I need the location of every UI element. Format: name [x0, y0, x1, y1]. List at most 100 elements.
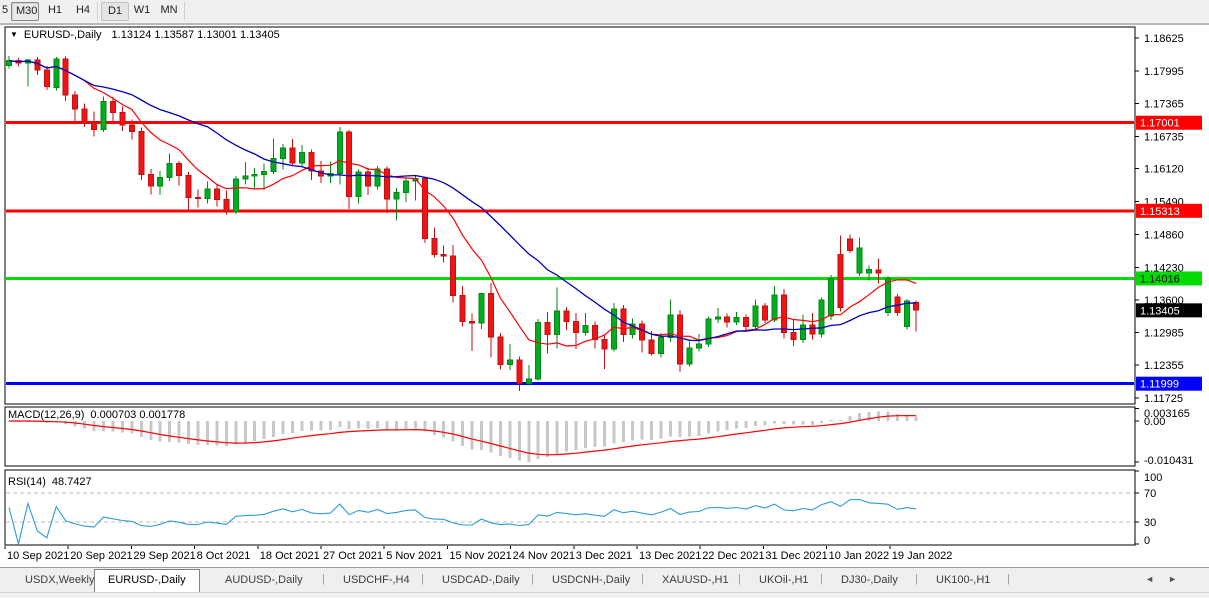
timeframe-button-w1[interactable]: W1	[133, 4, 151, 16]
tab-separator: |	[322, 573, 325, 585]
candle-body	[204, 188, 211, 199]
macd-histogram-bar	[905, 415, 909, 421]
rsi-tick-label: 70	[1144, 488, 1156, 500]
macd-histogram-bar	[820, 421, 824, 423]
candle-body	[43, 69, 50, 87]
tab-usdcad-daily[interactable]: USDCAD-,Daily	[442, 574, 520, 586]
candle-body	[308, 152, 315, 172]
date-label: 22 Dec 2021	[702, 550, 764, 562]
tab-scroll-arrows[interactable]: ◄►	[1145, 574, 1191, 584]
macd-histogram-bar	[527, 421, 531, 462]
tab-xauusd-h1[interactable]: XAUUSD-,H1	[662, 574, 729, 586]
macd-signal-line	[9, 414, 917, 456]
candle-body	[658, 337, 665, 354]
candle-body	[81, 108, 88, 123]
macd-histogram-bar	[716, 421, 720, 432]
tab-separator: |	[641, 573, 644, 585]
macd-histogram-bar	[102, 421, 105, 431]
price-tick-label: 1.12355	[1144, 360, 1184, 372]
macd-histogram-bar	[858, 413, 861, 421]
macd-histogram-bar	[470, 421, 474, 450]
candle-body	[289, 147, 296, 164]
ma-fast-line	[8, 60, 917, 347]
tab-eurusd-daily[interactable]: EURUSD-,Daily	[94, 569, 200, 592]
price-badge	[1136, 303, 1202, 318]
macd-tick-label: 0.00	[1144, 416, 1165, 428]
price-tick-label: 1.14230	[1144, 262, 1184, 274]
candle-body	[733, 316, 740, 323]
macd-histogram-bar	[291, 421, 294, 433]
date-label: 15 Nov 2021	[449, 550, 511, 562]
tab-separator: |	[421, 573, 424, 585]
macd-histogram-bar	[772, 421, 776, 424]
candle-body	[365, 171, 372, 187]
macd-histogram-bar	[187, 421, 191, 445]
macd-histogram-bar	[272, 421, 276, 437]
price-badge-label: 1.17001	[1140, 118, 1180, 130]
price-badge	[1136, 376, 1202, 391]
candle-body	[251, 173, 258, 177]
candle-body	[213, 188, 220, 200]
tab-dj30-daily[interactable]: DJ30-,Daily	[841, 574, 898, 586]
timeframe-button-d1[interactable]: D1	[101, 2, 129, 21]
rsi-panel	[4, 469, 1136, 546]
date-label: 29 Sep 2021	[133, 550, 195, 562]
tab-usdchf-h4[interactable]: USDCHF-,H4	[343, 574, 410, 586]
macd-histogram-bar	[763, 421, 767, 426]
candle-body	[790, 332, 797, 340]
tab-usdx-weekly[interactable]: USDX,Weekly	[25, 574, 95, 586]
candle-body	[459, 294, 466, 323]
chevron-down-icon[interactable]: ▼	[10, 30, 18, 39]
tab-ukoil-h1[interactable]: UKOil-,H1	[759, 574, 809, 586]
tab-audusd-daily[interactable]: AUDUSD-,Daily	[225, 574, 303, 586]
candle-body	[705, 318, 712, 345]
macd-histogram-bar	[196, 421, 200, 446]
macd-histogram-bar	[451, 421, 455, 442]
date-label: 8 Oct 2021	[197, 550, 251, 562]
price-badge-label: 1.13405	[1140, 305, 1180, 317]
candle-body	[695, 343, 702, 349]
candle-body	[431, 238, 438, 255]
macd-histogram-bar	[158, 421, 162, 442]
candle-body	[752, 305, 759, 327]
macd-histogram-bar	[300, 421, 304, 432]
macd-histogram-bar	[385, 421, 389, 430]
macd-histogram-bar	[461, 421, 465, 447]
toolbar-separator	[97, 2, 98, 20]
macd-histogram-bar	[876, 411, 880, 421]
tab-uk100-h1[interactable]: UK100-,H1	[936, 574, 991, 586]
macd-histogram-bar	[848, 416, 852, 421]
macd-histogram-bar	[215, 421, 219, 446]
macd-histogram-bar	[754, 421, 758, 427]
price-tick-label: 1.17995	[1144, 66, 1184, 78]
macd-histogram-bar	[631, 421, 635, 441]
tab-usdcnh-daily[interactable]: USDCNH-,Daily	[552, 574, 631, 586]
date-label: 10 Sep 2021	[7, 550, 69, 562]
price-tick-label: 1.18625	[1144, 33, 1184, 45]
timeframe-button-h1[interactable]: H1	[47, 4, 63, 16]
macd-histogram-bar	[224, 421, 228, 447]
timeframe-button-h4[interactable]: H4	[75, 4, 91, 16]
macd-histogram-bar	[725, 421, 729, 431]
macd-histogram-bar	[791, 421, 795, 425]
timeframe-button-mn[interactable]: MN	[160, 4, 178, 16]
candle-body	[440, 253, 447, 257]
candle-body	[847, 238, 854, 252]
candle-body	[780, 294, 787, 334]
instrument-tabbar: USDX,Weekly EURUSD-,Daily AUDUSD-,Daily …	[0, 567, 1209, 593]
price-tick-label: 1.12985	[1144, 327, 1184, 339]
macd-histogram-bar	[480, 421, 483, 450]
candle-body	[157, 177, 164, 187]
candle-body	[402, 180, 409, 194]
timeframe-button-m5[interactable]: 5	[1, 4, 9, 16]
macd-histogram-bar	[139, 421, 143, 437]
timeframe-button-m30[interactable]: M30	[11, 2, 39, 21]
candle-body	[903, 300, 910, 327]
candle-body	[478, 292, 485, 324]
price-tick-label: 1.14860	[1144, 229, 1184, 241]
status-strip	[0, 592, 1209, 598]
price-badge-label: 1.14016	[1140, 273, 1180, 285]
macd-histogram-bar	[659, 421, 663, 439]
price-panel	[4, 26, 1136, 405]
